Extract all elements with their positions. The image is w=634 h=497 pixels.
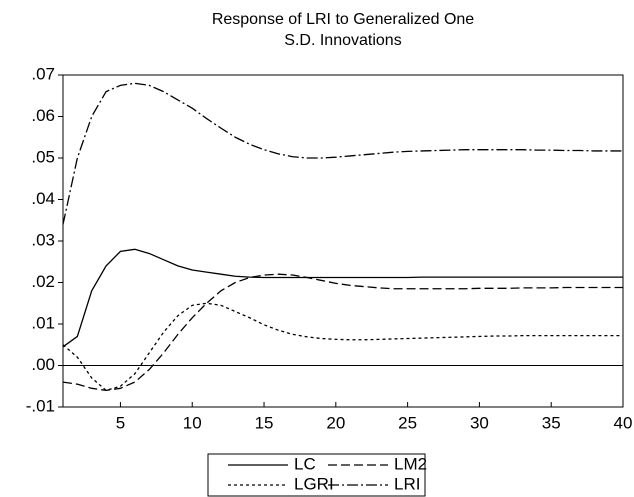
legend-label: LC bbox=[294, 454, 316, 473]
series-line bbox=[62, 248, 623, 348]
series-line bbox=[62, 302, 623, 392]
chart-title: S.D. Innovations bbox=[284, 32, 401, 49]
y-tick-label: .07 bbox=[31, 64, 55, 83]
legend-label: LGRI bbox=[294, 474, 334, 493]
x-tick-label: 25 bbox=[398, 413, 417, 432]
y-tick-label: .05 bbox=[31, 147, 55, 166]
plot-frame bbox=[62, 74, 624, 408]
x-tick-label: 35 bbox=[542, 413, 561, 432]
y-tick-label: .06 bbox=[31, 106, 55, 125]
x-tick-label: 30 bbox=[470, 413, 489, 432]
legend-box bbox=[207, 453, 426, 497]
y-tick-label: -.01 bbox=[26, 396, 55, 415]
series-line bbox=[62, 82, 623, 225]
legend-label: LM2 bbox=[394, 454, 427, 473]
x-tick-label: 10 bbox=[183, 413, 202, 432]
x-tick-label: 15 bbox=[255, 413, 274, 432]
series-line bbox=[62, 273, 623, 392]
y-tick-label: .04 bbox=[31, 189, 55, 208]
legend-label: LRI bbox=[394, 474, 420, 493]
y-tick-label: .00 bbox=[31, 355, 55, 374]
y-tick-label: .03 bbox=[31, 230, 55, 249]
x-tick-label: 5 bbox=[116, 413, 125, 432]
x-tick-label: 40 bbox=[614, 413, 633, 432]
y-tick-label: .01 bbox=[31, 313, 55, 332]
chart-title: Response of LRI to Generalized One bbox=[212, 11, 474, 28]
y-tick-label: .02 bbox=[31, 272, 55, 291]
x-tick-label: 20 bbox=[326, 413, 345, 432]
